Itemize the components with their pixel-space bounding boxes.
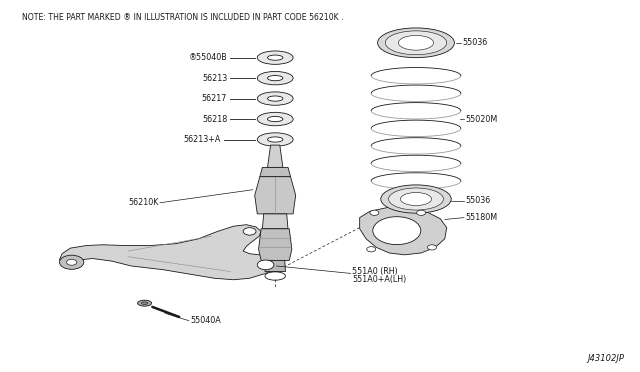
Text: 55020M: 55020M <box>465 115 497 124</box>
Polygon shape <box>60 225 276 280</box>
Ellipse shape <box>372 217 421 245</box>
Ellipse shape <box>402 193 430 205</box>
Polygon shape <box>255 177 296 214</box>
Text: 56213: 56213 <box>202 74 227 83</box>
Ellipse shape <box>388 188 444 210</box>
Polygon shape <box>360 208 447 255</box>
Text: 55180M: 55180M <box>465 213 497 222</box>
Ellipse shape <box>417 210 426 215</box>
Text: J43102JP: J43102JP <box>587 354 624 363</box>
Ellipse shape <box>428 245 436 250</box>
Ellipse shape <box>268 96 283 101</box>
Text: 551A0+A(LH): 551A0+A(LH) <box>352 275 406 284</box>
Text: 56213+A: 56213+A <box>184 135 221 144</box>
Text: 56218: 56218 <box>202 115 227 124</box>
Ellipse shape <box>257 92 293 105</box>
Text: NOTE: THE PART MARKED ® IN ILLUSTRATION IS INCLUDED IN PART CODE 56210K .: NOTE: THE PART MARKED ® IN ILLUSTRATION … <box>22 13 344 22</box>
Text: 55036: 55036 <box>462 38 487 47</box>
Ellipse shape <box>385 31 447 55</box>
Ellipse shape <box>381 185 451 213</box>
Text: 55036: 55036 <box>465 196 490 205</box>
Ellipse shape <box>268 137 283 142</box>
Polygon shape <box>260 167 291 177</box>
Polygon shape <box>268 145 283 167</box>
Ellipse shape <box>257 51 293 64</box>
Ellipse shape <box>367 247 376 252</box>
Text: 56217: 56217 <box>202 94 227 103</box>
Text: 551A0 (RH): 551A0 (RH) <box>352 267 397 276</box>
Text: 55040A: 55040A <box>190 316 221 325</box>
Ellipse shape <box>400 36 432 49</box>
Ellipse shape <box>67 259 77 265</box>
Text: ®55040B: ®55040B <box>188 53 227 62</box>
Ellipse shape <box>60 255 84 269</box>
Ellipse shape <box>257 71 293 85</box>
Ellipse shape <box>378 28 454 58</box>
Polygon shape <box>265 260 285 272</box>
Ellipse shape <box>138 300 152 306</box>
Ellipse shape <box>268 76 283 81</box>
Text: 56210K: 56210K <box>129 198 159 207</box>
Ellipse shape <box>257 133 293 146</box>
Polygon shape <box>262 214 288 229</box>
Ellipse shape <box>370 210 379 215</box>
Ellipse shape <box>257 260 274 270</box>
Ellipse shape <box>401 192 431 206</box>
Ellipse shape <box>141 302 148 304</box>
Ellipse shape <box>257 112 293 126</box>
Ellipse shape <box>243 228 256 235</box>
Ellipse shape <box>268 55 283 60</box>
Polygon shape <box>259 229 292 260</box>
Ellipse shape <box>398 35 434 50</box>
Ellipse shape <box>268 116 283 122</box>
